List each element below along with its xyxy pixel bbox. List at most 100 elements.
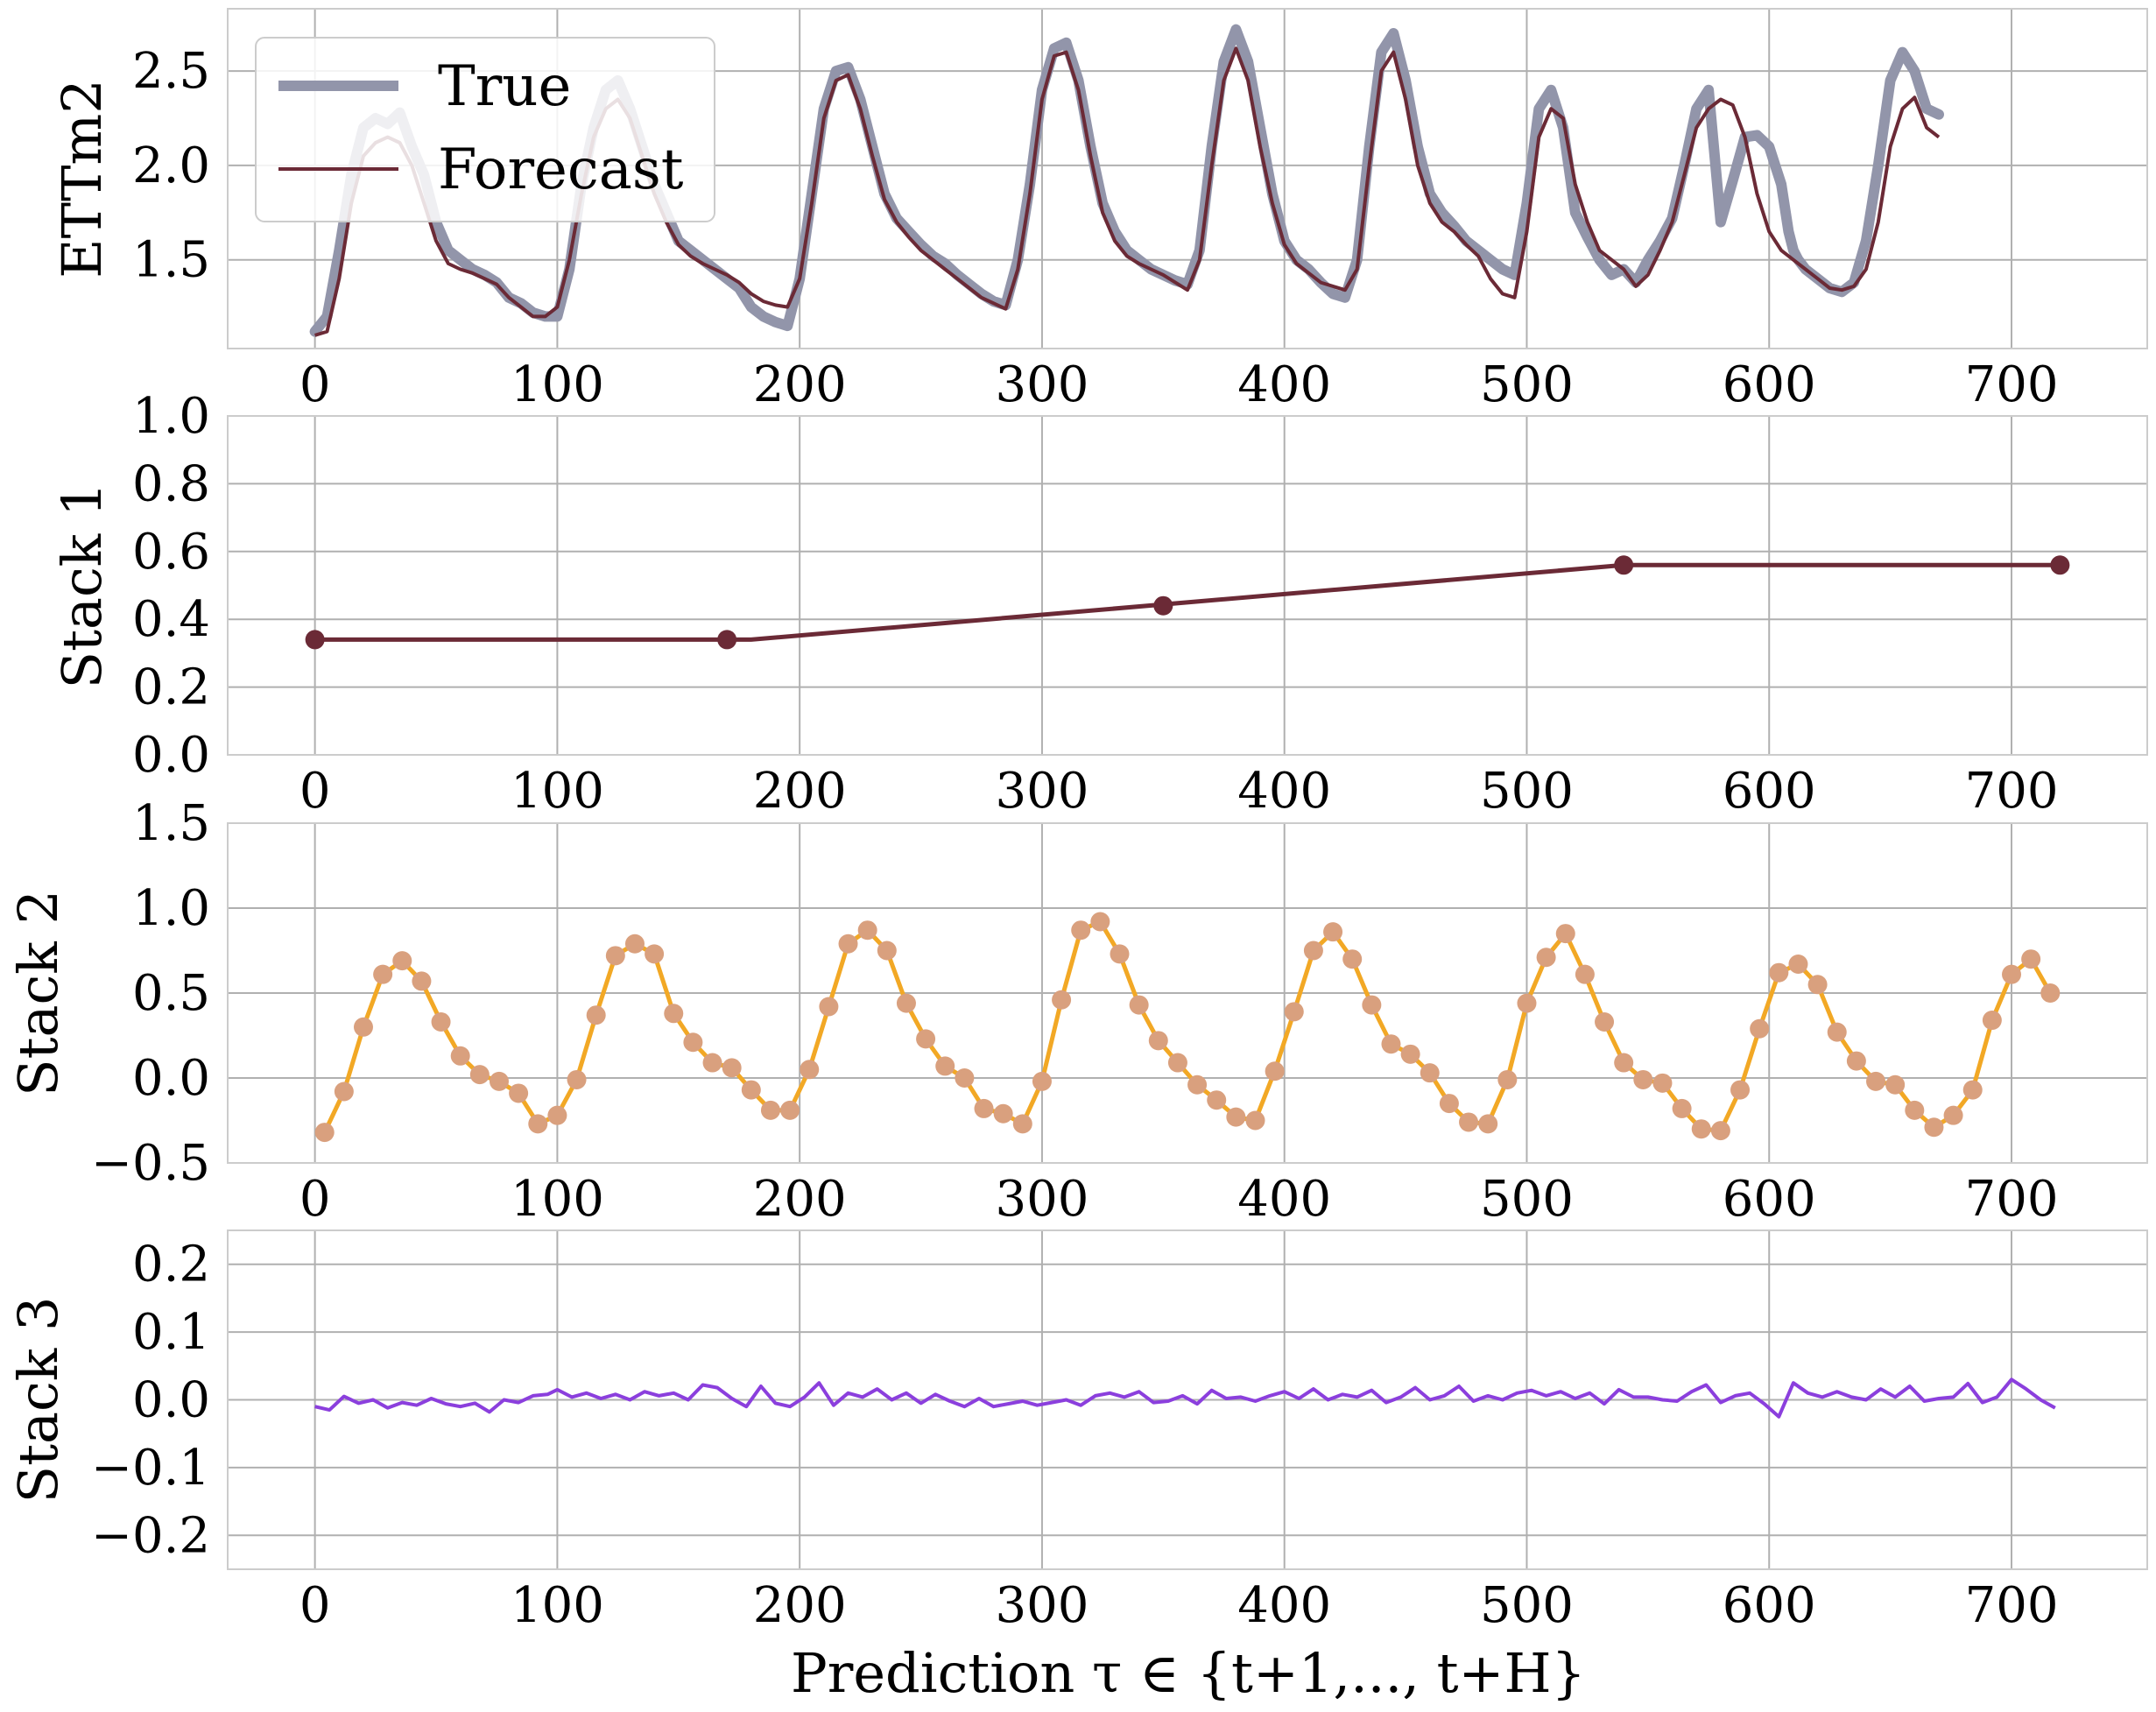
y-tick-label: 0.4 <box>132 591 210 648</box>
stack2-marker <box>1750 1018 1770 1039</box>
stack2-marker <box>1032 1071 1052 1091</box>
x-tick-label: 200 <box>753 763 847 820</box>
y-tick-label: 0.0 <box>132 1372 210 1429</box>
y-tick-label: −0.1 <box>91 1440 210 1497</box>
legend: True Forecast <box>255 37 715 222</box>
stack2-marker <box>1342 949 1363 969</box>
x-tick-label: 100 <box>511 763 604 820</box>
stack2-marker <box>645 944 665 964</box>
stack2-marker <box>819 997 839 1017</box>
stack2-marker <box>567 1069 587 1089</box>
stack2-marker <box>1459 1112 1479 1132</box>
stack2-marker <box>1245 1110 1265 1131</box>
stack2-marker <box>624 933 645 954</box>
y-tick-label: 1.5 <box>132 232 210 289</box>
x-tick-label: 600 <box>1723 1577 1816 1634</box>
stack2-marker <box>1090 912 1110 932</box>
y-tick-label: 0.1 <box>132 1304 210 1361</box>
x-tick-label: 200 <box>753 1171 847 1228</box>
panel-1: 0 100 200 300 400 500 600 700 1.5 2.0 2.5 ETTm2 True… <box>50 8 2148 413</box>
y-tick-label: 1.5 <box>132 795 210 852</box>
y-tick-label: −0.2 <box>91 1507 210 1564</box>
panel-2: 0 100 200 300 400 500 600 700 0.0 0.2 0.4 0.6 0.8 1.0… <box>50 388 2148 820</box>
stack2-marker <box>741 1080 761 1100</box>
x-tick-label: 400 <box>1237 1171 1331 1228</box>
x-tick-label: 600 <box>1723 1171 1816 1228</box>
x-tick-label: 500 <box>1480 763 1574 820</box>
stack2-marker <box>1962 1080 1983 1100</box>
x-tick-label: 0 <box>299 356 331 413</box>
stack2-marker <box>1323 922 1343 942</box>
stack2-marker <box>450 1046 470 1066</box>
stack2-marker <box>1982 1011 2002 1031</box>
stack2-line <box>322 919 2053 1134</box>
stack2-marker <box>1595 1011 1615 1032</box>
x-tick-label: 100 <box>511 356 604 413</box>
x-tick-label: 100 <box>511 1171 604 1228</box>
stack2-marker <box>1788 955 1808 975</box>
x-tick-label: 700 <box>1965 1171 2059 1228</box>
x-tick-label: 300 <box>995 1577 1089 1634</box>
stack2-marker <box>1497 1069 1518 1089</box>
stack2-marker <box>1536 948 1556 968</box>
x-tick-label: 600 <box>1723 763 1816 820</box>
axes-frame <box>227 822 2148 1164</box>
stack2-marker <box>528 1114 548 1134</box>
y-tick-label: 0.2 <box>132 1236 210 1293</box>
stack2-marker <box>1827 1022 1847 1042</box>
y-axis-label: ETTm2 <box>50 79 114 278</box>
x-tick-label: 400 <box>1237 356 1331 413</box>
stack2-marker <box>993 1103 1013 1124</box>
stack2-marker <box>1071 920 1091 941</box>
x-tick-label: 700 <box>1965 763 2059 820</box>
stack2-marker <box>1478 1114 1498 1134</box>
stack1-line <box>314 562 2061 642</box>
stack1-marker <box>1153 595 1173 616</box>
legend-label-forecast: Forecast <box>438 137 684 202</box>
stack2-marker <box>392 951 412 971</box>
stack2-marker <box>1575 964 1595 984</box>
stack2-marker <box>1846 1051 1866 1071</box>
y-tick-label: 0.5 <box>132 965 210 1022</box>
y-tick-label: 2.5 <box>132 43 210 100</box>
stack2-marker <box>1420 1063 1440 1083</box>
stack3-line <box>314 1377 2056 1419</box>
legend-label-true: True <box>438 54 571 119</box>
x-tick-label: 700 <box>1965 1577 2059 1634</box>
stack2-marker <box>1400 1044 1420 1064</box>
stack2-marker <box>1769 962 1789 983</box>
stack2-marker <box>373 964 393 984</box>
y-tick-label: 1.0 <box>132 880 210 937</box>
stack2-marker <box>605 946 625 966</box>
stack2-marker <box>431 1011 451 1032</box>
x-tick-label: 0 <box>299 1171 331 1228</box>
plot-area <box>314 1377 2056 1419</box>
x-tick-label: 400 <box>1237 1577 1331 1634</box>
stack2-marker <box>2002 964 2022 984</box>
stack2-marker <box>1207 1090 1227 1110</box>
x-tick-label: 300 <box>995 763 1089 820</box>
x-tick-label: 500 <box>1480 356 1574 413</box>
x-tick-label: 300 <box>995 1171 1089 1228</box>
y-tick-label: 0.0 <box>132 1050 210 1107</box>
axes-frame <box>227 8 2148 349</box>
stack2-marker <box>469 1065 490 1085</box>
stack2-marker <box>1381 1034 1401 1054</box>
stack2-marker <box>916 1029 936 1049</box>
x-tick-label: 500 <box>1480 1171 1574 1228</box>
panel-4: 0 100 200 300 400 500 600 700 −0.2 −0.1 0.0 0.1 0.2 S… <box>6 1229 2148 1634</box>
stack2-marker <box>1187 1074 1208 1095</box>
stack2-marker <box>1226 1107 1246 1127</box>
x-tick-label: 600 <box>1723 356 1816 413</box>
x-tick-label: 200 <box>753 1577 847 1634</box>
stack2-marker <box>1439 1094 1459 1114</box>
y-tick-label: 0.6 <box>132 524 210 581</box>
y-tick-label: 1.0 <box>132 388 210 445</box>
stack2-marker <box>760 1100 780 1120</box>
axes-frame <box>227 1229 2148 1570</box>
y-axis-label: Stack 2 <box>6 890 70 1096</box>
stack2-marker <box>509 1083 529 1103</box>
panel-3: 0 100 200 300 400 500 600 700 −0.5 0.0 0.5 1.0 1.5 St… <box>6 795 2148 1228</box>
stack2-marker <box>412 971 432 991</box>
